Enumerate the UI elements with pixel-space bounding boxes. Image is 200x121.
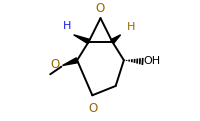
Polygon shape [110, 35, 120, 43]
Polygon shape [62, 58, 78, 65]
Polygon shape [73, 35, 89, 44]
Text: H: H [126, 22, 134, 32]
Text: OH: OH [143, 56, 160, 66]
Text: H: H [62, 21, 70, 31]
Text: O: O [95, 2, 105, 15]
Text: O: O [88, 102, 98, 115]
Text: O: O [50, 58, 59, 71]
